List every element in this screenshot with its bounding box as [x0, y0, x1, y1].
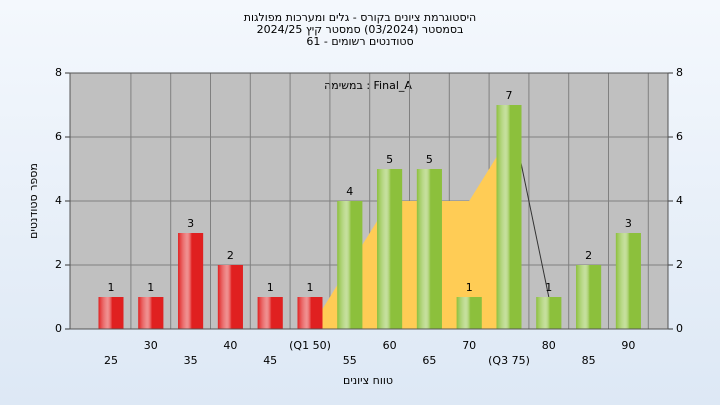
y-tick-label: 8	[676, 66, 683, 79]
bar-shine	[337, 201, 363, 329]
y-tick-label: 2	[676, 258, 683, 271]
y-tick-label: 0	[55, 322, 62, 335]
x-tick-label: 25	[104, 354, 118, 367]
x-tick-label: 85	[582, 354, 596, 367]
bar-shine	[456, 297, 482, 329]
bar-shine	[257, 297, 283, 329]
y-tick-label: 2	[55, 258, 62, 271]
y-tick-label: 6	[676, 130, 683, 143]
plot-border	[69, 72, 669, 330]
x-axis-label: טווח ציונים	[343, 374, 393, 387]
x-tick-label: 40	[223, 339, 237, 352]
data-label: 1	[267, 281, 274, 294]
data-label: 2	[227, 249, 234, 262]
data-label: 7	[506, 89, 513, 102]
x-tick-label: (Q1 50)	[289, 339, 331, 352]
y-tick-label: 8	[55, 66, 62, 79]
bar-shine	[496, 105, 522, 329]
data-label: 1	[108, 281, 115, 294]
x-tick-label: 80	[542, 339, 556, 352]
x-tick-label: 65	[422, 354, 436, 367]
y-axis-label: מספר סטודנטים	[27, 163, 40, 239]
data-label: 4	[346, 185, 353, 198]
y-tick-label: 4	[55, 194, 62, 207]
x-tick-label: 45	[263, 354, 277, 367]
data-label: 1	[307, 281, 314, 294]
x-tick-label: 90	[621, 339, 635, 352]
x-tick-label: 60	[383, 339, 397, 352]
data-label: 1	[147, 281, 154, 294]
data-label: 2	[585, 249, 592, 262]
annotation: במשימה : Final_A	[324, 79, 412, 92]
x-tick-label: 30	[144, 339, 158, 352]
chart-title: היסטוגרמת ציונים בקורס - גלים ומערכות מפ…	[244, 11, 476, 24]
bar-shine	[98, 297, 124, 329]
y-tick-label: 0	[676, 322, 683, 335]
data-label: 3	[625, 217, 632, 230]
bar-shine	[178, 233, 204, 329]
x-tick-label: 70	[462, 339, 476, 352]
data-label: 5	[386, 153, 393, 166]
y-tick-label: 4	[676, 194, 683, 207]
bar-shine	[138, 297, 164, 329]
bar-shine	[377, 169, 403, 329]
data-label: 1	[545, 281, 552, 294]
chart-subtitle: סטודנטים רשומים - 61	[306, 35, 413, 48]
bar-shine	[536, 297, 562, 329]
y-tick-label: 6	[55, 130, 62, 143]
data-label: 1	[466, 281, 473, 294]
bar-shine	[217, 265, 243, 329]
chart-subtitle: בסמסטר (03/2024) סמסטר קיץ 2024/25	[257, 23, 464, 36]
bar-shine	[615, 233, 641, 329]
data-label: 3	[187, 217, 194, 230]
x-tick-label: (Q3 75)	[488, 354, 530, 367]
bar-shine	[297, 297, 323, 329]
bar-shine	[416, 169, 442, 329]
data-label: 5	[426, 153, 433, 166]
bar-shine	[576, 265, 602, 329]
x-tick-label: 35	[184, 354, 198, 367]
x-tick-label: 55	[343, 354, 357, 367]
